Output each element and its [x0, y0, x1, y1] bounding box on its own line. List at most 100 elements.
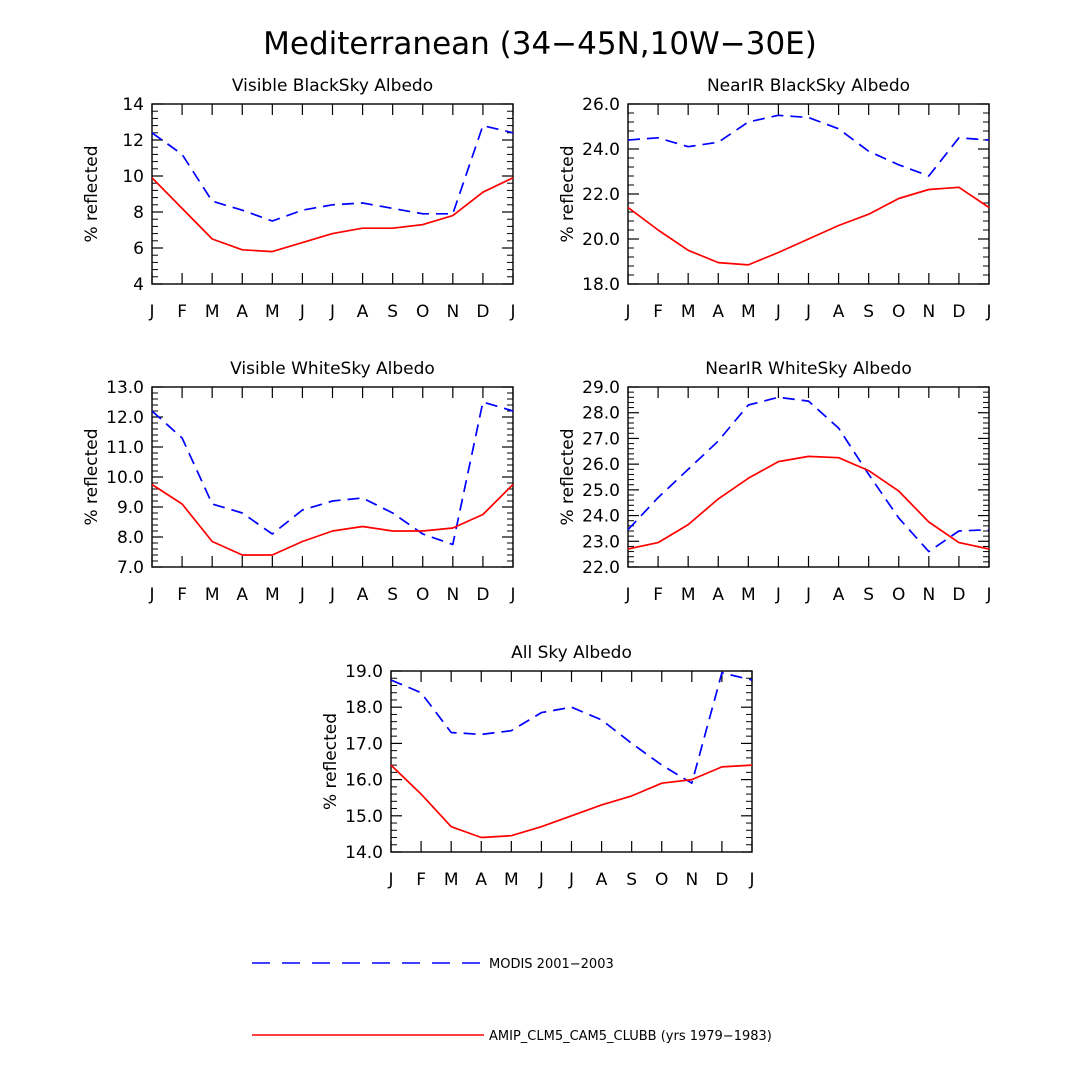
x-tick-label: O [892, 302, 905, 322]
x-tick-label: A [357, 585, 369, 605]
x-tick-label: S [387, 585, 398, 605]
panel-title: All Sky Albedo [511, 643, 632, 663]
plot-frame [151, 386, 514, 568]
plot-frame [627, 103, 990, 285]
y-tick-label: 25.0 [582, 481, 620, 501]
x-tick-label: F [177, 302, 187, 322]
x-tick-label: A [357, 302, 369, 322]
x-tick-label: A [833, 585, 845, 605]
figure-title: Mediterranean (34−45N,10W−30E) [263, 26, 817, 62]
series-line-modis [151, 401, 514, 546]
x-tick-label: M [741, 302, 756, 322]
series-line-modis [151, 124, 514, 222]
x-tick-label: A [596, 870, 608, 890]
x-tick-label: J [538, 870, 544, 890]
x-tick-label: M [741, 585, 756, 605]
plot-frame [627, 386, 990, 568]
x-tick-label: J [805, 585, 811, 605]
y-tick-label: 14.0 [345, 843, 383, 863]
y-tick-label: 19.0 [345, 662, 383, 682]
x-tick-label: F [653, 585, 663, 605]
y-tick-label: 17.0 [345, 734, 383, 754]
x-tick-label: J [775, 585, 781, 605]
x-tick-label: A [475, 870, 487, 890]
y-tick-label: 24.0 [582, 507, 620, 527]
y-tick-label: 18.0 [345, 698, 383, 718]
x-tick-label: F [653, 302, 663, 322]
x-tick-label: J [985, 302, 991, 322]
x-tick-label: M [265, 302, 280, 322]
x-tick-label: J [387, 870, 393, 890]
x-tick-label: D [952, 302, 965, 322]
x-tick-label: A [236, 585, 248, 605]
x-tick-label: J [299, 302, 305, 322]
y-tick-label: 29.0 [582, 378, 620, 398]
series-line-model [627, 455, 990, 550]
x-tick-label: D [476, 302, 489, 322]
y-tick-label: 26.0 [582, 455, 620, 475]
x-tick-label: J [624, 302, 630, 322]
x-tick-label: M [205, 585, 220, 605]
legend: MODIS 2001−2003 AMIP_CLM5_CAM5_CLUBB (yr… [252, 957, 772, 1044]
y-tick-label: 26.0 [582, 95, 620, 115]
x-tick-label: D [476, 585, 489, 605]
y-axis-label: % reflected [82, 145, 102, 242]
x-tick-label: J [805, 302, 811, 322]
x-tick-label: J [329, 302, 335, 322]
x-tick-label: N [685, 870, 698, 890]
x-tick-label: J [624, 585, 630, 605]
y-tick-label: 28.0 [582, 404, 620, 424]
x-tick-label: A [833, 302, 845, 322]
y-tick-label: 8 [133, 203, 144, 223]
legend-model-label: AMIP_CLM5_CAM5_CLUBB (yrs 1979−1983) [489, 1029, 772, 1044]
x-tick-label: F [416, 870, 426, 890]
x-tick-label: S [863, 585, 874, 605]
x-tick-label: O [655, 870, 668, 890]
y-tick-label: 8.0 [117, 528, 144, 548]
x-tick-label: J [148, 302, 154, 322]
y-axis-label: % reflected [558, 428, 578, 525]
y-tick-label: 23.0 [582, 532, 620, 552]
x-tick-label: M [681, 585, 696, 605]
x-tick-label: M [265, 585, 280, 605]
y-tick-label: 10 [122, 167, 144, 187]
x-tick-label: J [568, 870, 574, 890]
y-tick-label: 16.0 [345, 771, 383, 791]
y-tick-label: 12.0 [106, 408, 144, 428]
series-line-modis [627, 114, 990, 177]
panel-title: Visible WhiteSky Albedo [230, 359, 435, 379]
panel-title: NearIR BlackSky Albedo [707, 76, 910, 96]
x-tick-label: N [922, 585, 935, 605]
x-tick-label: A [712, 302, 724, 322]
y-tick-label: 4 [133, 275, 144, 295]
series-line-model [627, 186, 990, 266]
x-tick-label: M [504, 870, 519, 890]
x-tick-label: O [416, 585, 429, 605]
x-tick-label: S [626, 870, 637, 890]
x-tick-label: J [775, 302, 781, 322]
series-line-model [151, 483, 514, 556]
y-tick-label: 22.0 [582, 185, 620, 205]
series-line-model [390, 764, 753, 839]
y-axis-label: % reflected [558, 145, 578, 242]
series-line-modis [627, 396, 990, 553]
x-tick-label: J [509, 585, 515, 605]
x-tick-label: S [863, 302, 874, 322]
series-line-model [151, 177, 514, 253]
y-tick-label: 6 [133, 239, 144, 259]
x-tick-label: O [892, 585, 905, 605]
x-tick-label: J [985, 585, 991, 605]
x-tick-label: J [299, 585, 305, 605]
x-tick-label: N [446, 302, 459, 322]
y-tick-label: 7.0 [117, 558, 144, 578]
x-tick-label: O [416, 302, 429, 322]
x-tick-label: D [952, 585, 965, 605]
y-tick-label: 18.0 [582, 275, 620, 295]
y-tick-label: 24.0 [582, 140, 620, 160]
